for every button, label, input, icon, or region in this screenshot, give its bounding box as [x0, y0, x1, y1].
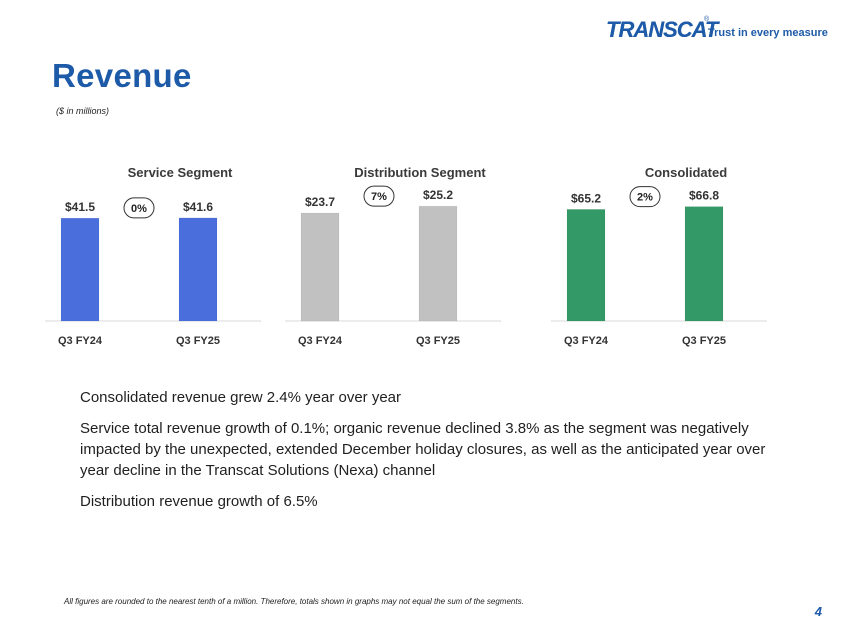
- bar-chart-svg: $65.2 Q3 FY24 $66.8 Q3 FY25 2%: [551, 186, 767, 347]
- tick-label: Q3 FY25: [416, 335, 460, 347]
- chart-title: Distribution Segment: [354, 165, 486, 180]
- growth-badge-label: 7%: [371, 191, 387, 203]
- bullet-item: Consolidated revenue grew 2.4% year over…: [80, 389, 402, 406]
- page-title: Revenue: [52, 57, 192, 94]
- transcat-logo: TRANSCAT ® Trust in every measure: [606, 16, 828, 48]
- growth-badge: [363, 185, 395, 207]
- registered-mark: ®: [704, 16, 710, 23]
- tick-label: Q3 FY24: [564, 335, 609, 347]
- tick-label: Q3 FY25: [682, 335, 726, 347]
- data-label: $65.2: [571, 191, 601, 205]
- chart-title: Service Segment: [127, 165, 233, 180]
- growth-badge: [629, 186, 661, 208]
- bar: [60, 217, 100, 322]
- logo-wordmark: TRANSCAT: [606, 17, 718, 42]
- bar: [684, 206, 724, 322]
- bar-chart-svg: $23.7 Q3 FY24 $25.2 Q3 FY25 7%: [285, 185, 501, 347]
- logo-tagline: Trust in every measure: [708, 27, 828, 39]
- bullet-item: Distribution revenue growth of 6.5%: [80, 493, 318, 510]
- bar: [418, 205, 458, 322]
- bullet-item: Service total revenue growth of 0.1%; or…: [80, 420, 766, 479]
- units-note: ($ in millions): [56, 106, 110, 116]
- bar: [566, 209, 606, 322]
- summary-bullets: Consolidated revenue grew 2.4% year over…: [80, 387, 780, 522]
- tick-label: Q3 FY24: [58, 335, 103, 347]
- growth-badge-label: 2%: [637, 192, 653, 204]
- service-segment-chart: $41.5 Q3 FY24 $41.6 Q3 FY25 0% Service Segme…: [45, 160, 315, 350]
- bar: [300, 212, 340, 322]
- consolidated-chart: $65.2 Q3 FY24 $66.8 Q3 FY25 2% Consolidated: [551, 160, 821, 350]
- tick-label: Q3 FY25: [176, 335, 220, 347]
- bar: [178, 217, 218, 322]
- distribution-segment-chart: $23.7 Q3 FY24 $25.2 Q3 FY25 7% Distribution …: [285, 160, 555, 350]
- data-label: $23.7: [305, 195, 335, 209]
- growth-badge: [123, 197, 155, 219]
- tick-label: Q3 FY24: [298, 335, 343, 347]
- footnote: All figures are rounded to the nearest t…: [64, 597, 524, 606]
- bar-chart-svg: $41.5 Q3 FY24 $41.6 Q3 FY25 0%: [45, 197, 261, 347]
- data-label: $41.6: [183, 200, 213, 214]
- chart-title: Consolidated: [644, 165, 728, 180]
- data-label: $25.2: [423, 188, 453, 202]
- growth-badge-label: 0%: [131, 203, 147, 215]
- data-label: $66.8: [689, 189, 719, 203]
- data-label: $41.5: [65, 200, 95, 214]
- page-number: 4: [814, 604, 822, 619]
